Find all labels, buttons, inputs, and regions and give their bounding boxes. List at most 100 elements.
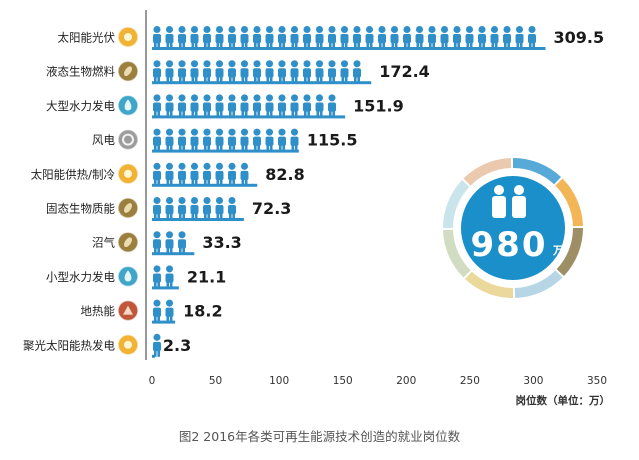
person-icon <box>278 60 286 84</box>
person-icon <box>153 333 161 357</box>
person-leg <box>266 145 270 152</box>
person-head <box>203 197 211 205</box>
person-leg <box>154 111 157 118</box>
person-icon <box>503 26 511 49</box>
person-head <box>303 26 311 34</box>
person-icon <box>165 94 174 118</box>
person-torso <box>215 170 224 181</box>
icon-ring <box>117 334 139 356</box>
person-leg <box>216 111 220 118</box>
person-head <box>240 60 249 68</box>
person-torso <box>315 68 324 78</box>
bar-row: 固态生物质能 72.3 <box>46 197 291 221</box>
person-leg <box>157 111 160 118</box>
person-torso <box>178 68 186 78</box>
person-torso <box>153 102 161 112</box>
person-head <box>178 26 186 34</box>
person-head <box>265 60 274 68</box>
person-head <box>190 128 199 136</box>
person-torso <box>153 170 161 181</box>
x-axis-label: 岗位数（单位：万） <box>516 394 611 407</box>
person-head <box>165 128 174 136</box>
person-leg <box>216 42 220 49</box>
person-icon <box>215 128 224 152</box>
value-label: 172.4 <box>379 62 430 81</box>
person-leg <box>179 111 182 118</box>
person-leg <box>207 77 210 84</box>
person-leg <box>194 213 198 220</box>
x-tick-label: 350 <box>587 375 607 387</box>
bar <box>152 81 372 85</box>
person-head <box>240 128 249 136</box>
person-leg <box>232 111 235 118</box>
person-leg <box>266 77 270 84</box>
person-leg <box>241 145 245 152</box>
person-icon <box>203 162 211 186</box>
person-leg <box>219 179 223 186</box>
person-leg <box>457 42 460 49</box>
drop-shape <box>124 99 132 111</box>
person-leg <box>266 111 270 118</box>
person-leg <box>179 179 182 186</box>
person-leg <box>169 179 173 186</box>
person-leg <box>257 145 260 152</box>
person-torso <box>203 136 211 146</box>
person-head <box>253 128 261 136</box>
person-head <box>165 265 174 273</box>
person-head <box>203 60 211 68</box>
icon-ring <box>117 128 139 151</box>
bar-row: 液态生物燃料 172.4 <box>46 60 430 85</box>
person-head <box>290 94 299 102</box>
person-icon <box>453 26 461 49</box>
person-icon <box>178 162 186 186</box>
person-leg <box>232 145 235 152</box>
person-icon <box>228 162 236 186</box>
worker-body <box>512 196 526 218</box>
icon-ring <box>117 26 139 48</box>
person-icon <box>203 128 211 152</box>
person-leg <box>354 42 357 49</box>
person-head <box>203 128 211 136</box>
person-torso <box>228 68 236 78</box>
person-icon <box>165 128 174 152</box>
sun-icon <box>117 334 139 356</box>
person-head <box>153 60 161 68</box>
person-leg <box>516 42 520 49</box>
person-icon <box>253 26 261 49</box>
person-leg <box>294 111 298 118</box>
bar-row: 沼气 33.3 <box>92 231 242 256</box>
person-leg <box>257 111 260 118</box>
person-torso <box>290 68 299 78</box>
total-badge: 980 万 <box>443 158 583 298</box>
person-head <box>165 162 174 170</box>
icon-disc <box>118 129 138 150</box>
person-icon <box>328 94 336 118</box>
bar-row: 小型水力发电 21.1 <box>46 265 226 290</box>
person-leg <box>216 213 220 220</box>
person-icon <box>153 128 161 152</box>
person-torso <box>190 34 199 44</box>
person-head <box>278 94 286 102</box>
person-torso <box>253 102 261 112</box>
person-icon <box>153 231 161 255</box>
person-leg <box>304 42 307 49</box>
person-icon <box>190 60 199 84</box>
person-leg <box>182 248 185 255</box>
person-leg <box>229 145 232 152</box>
person-icon <box>165 60 174 84</box>
person-icon <box>265 26 274 49</box>
person-leg <box>229 111 232 118</box>
person-leg <box>482 42 485 49</box>
person-torso <box>165 102 174 112</box>
person-leg <box>157 282 160 289</box>
sun-core <box>124 169 132 178</box>
value-label: 309.5 <box>554 28 605 47</box>
person-leg <box>169 282 173 289</box>
person-leg <box>282 77 285 84</box>
person-head <box>215 94 224 102</box>
person-leg <box>319 42 323 49</box>
person-head <box>178 94 186 102</box>
person-torso <box>253 68 261 78</box>
person-torso <box>153 68 161 78</box>
